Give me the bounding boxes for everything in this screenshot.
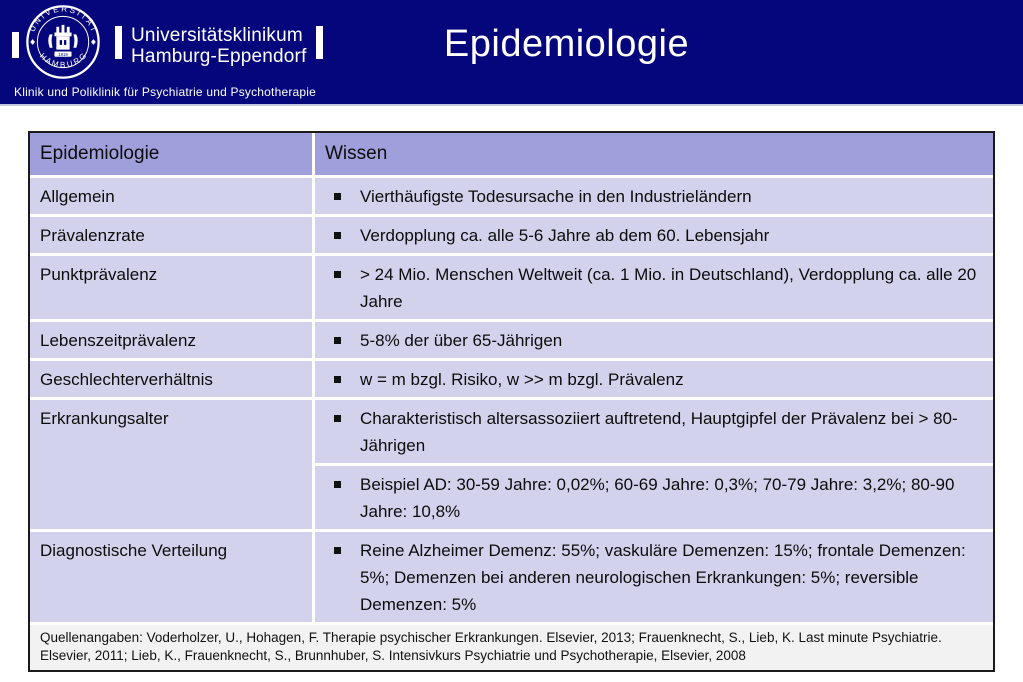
- bullet-item: Verdopplung ca. alle 5-6 Jahre ab dem 60…: [315, 222, 983, 249]
- column-header-wissen: Wissen: [315, 133, 993, 175]
- bullet-text: Reine Alzheimer Demenz: 55%; vaskuläre D…: [360, 541, 966, 614]
- logo-bar-left: [12, 32, 19, 58]
- row-content-erkrankungsalter-1: Charakteristisch altersassoziiert auftre…: [315, 400, 993, 463]
- bullet-icon: [334, 376, 341, 383]
- department-line: Klinik und Poliklinik für Psychiatrie un…: [14, 85, 317, 99]
- org-name-line2: Hamburg-Eppendorf: [131, 46, 307, 67]
- bullet-item: Vierthäufigste Todesursache in den Indus…: [315, 183, 983, 210]
- row-content-allgemein: Vierthäufigste Todesursache in den Indus…: [315, 178, 993, 214]
- row-content-praevalenzrate: Verdopplung ca. alle 5-6 Jahre ab dem 60…: [315, 217, 993, 253]
- row-content-geschlechterverhaeltnis: w = m bzgl. Risiko, w >> m bzgl. Prävale…: [315, 361, 993, 397]
- slide-title: Epidemiologie: [443, 23, 690, 65]
- bullet-icon: [334, 232, 341, 239]
- university-hamburg-seal-icon: U N I V E R S I T Ä T H A M B U R G: [26, 5, 100, 79]
- bullet-item: 5-8% der über 65-Jährigen: [315, 327, 983, 354]
- row-label-punktpraevalenz: Punktprävalenz: [30, 256, 312, 319]
- bullet-icon: [334, 271, 341, 278]
- university-logo: U N I V E R S I T Ä T H A M B U R G: [12, 4, 323, 80]
- slide-header: U N I V E R S I T Ä T H A M B U R G: [0, 0, 1023, 106]
- bullet-text: Vierthäufigste Todesursache in den Indus…: [360, 187, 752, 206]
- seal-castle-crest: [48, 24, 78, 57]
- row-label-erkrankungsalter: Erkrankungsalter: [30, 400, 312, 529]
- bullet-item: Beispiel AD: 30-59 Jahre: 0,02%; 60-69 J…: [315, 471, 983, 525]
- seal-diamond-right: [91, 39, 96, 45]
- row-label-lebenszeitpraevalenz: Lebenszeitprävalenz: [30, 322, 312, 358]
- bullet-item: > 24 Mio. Menschen Weltweit (ca. 1 Mio. …: [315, 261, 983, 315]
- row-content-erkrankungsalter-2: Beispiel AD: 30-59 Jahre: 0,02%; 60-69 J…: [315, 466, 993, 529]
- seal-year: 1919: [58, 52, 68, 57]
- column-header-epidemiologie: Epidemiologie: [30, 133, 312, 175]
- bullet-item: w = m bzgl. Risiko, w >> m bzgl. Prävale…: [315, 366, 983, 393]
- epidemiology-table: Epidemiologie Wissen Allgemein Vierthäuf…: [28, 131, 995, 672]
- bullet-icon: [334, 481, 341, 488]
- bullet-icon: [334, 415, 341, 422]
- seal-diamond-left: [30, 39, 35, 45]
- logo-bar-right: [315, 26, 323, 59]
- bullet-text: > 24 Mio. Menschen Weltweit (ca. 1 Mio. …: [360, 265, 977, 311]
- row-label-praevalenzrate: Prävalenzrate: [30, 217, 312, 253]
- org-name-line1: Universitätsklinikum: [131, 25, 303, 46]
- row-content-lebenszeitpraevalenz: 5-8% der über 65-Jährigen: [315, 322, 993, 358]
- org-name: Universitätsklinikum Hamburg-Eppendorf: [131, 25, 307, 67]
- row-label-geschlechterverhaeltnis: Geschlechterverhältnis: [30, 361, 312, 397]
- row-content-diagnostische-verteilung: Reine Alzheimer Demenz: 55%; vaskuläre D…: [315, 532, 993, 622]
- bullet-icon: [334, 337, 341, 344]
- bullet-text: 5-8% der über 65-Jährigen: [360, 331, 563, 350]
- row-content-punktpraevalenz: > 24 Mio. Menschen Weltweit (ca. 1 Mio. …: [315, 256, 993, 319]
- bullet-text: Charakteristisch altersassoziiert auftre…: [360, 409, 958, 455]
- bullet-icon: [334, 193, 341, 200]
- bullet-text: w = m bzgl. Risiko, w >> m bzgl. Prävale…: [360, 370, 684, 389]
- bullet-item: Charakteristisch altersassoziiert auftre…: [315, 405, 983, 459]
- bullet-text: Verdopplung ca. alle 5-6 Jahre ab dem 60…: [360, 226, 770, 245]
- sources-footer: Quellenangaben: Voderholzer, U., Hohagen…: [30, 625, 993, 670]
- logo-bar-mid: [115, 26, 122, 59]
- row-label-diagnostische-verteilung: Diagnostische Verteilung: [30, 532, 312, 622]
- bullet-icon: [334, 547, 341, 554]
- bullet-item: Reine Alzheimer Demenz: 55%; vaskuläre D…: [315, 537, 983, 618]
- bullet-text: Beispiel AD: 30-59 Jahre: 0,02%; 60-69 J…: [360, 475, 955, 521]
- row-label-allgemein: Allgemein: [30, 178, 312, 214]
